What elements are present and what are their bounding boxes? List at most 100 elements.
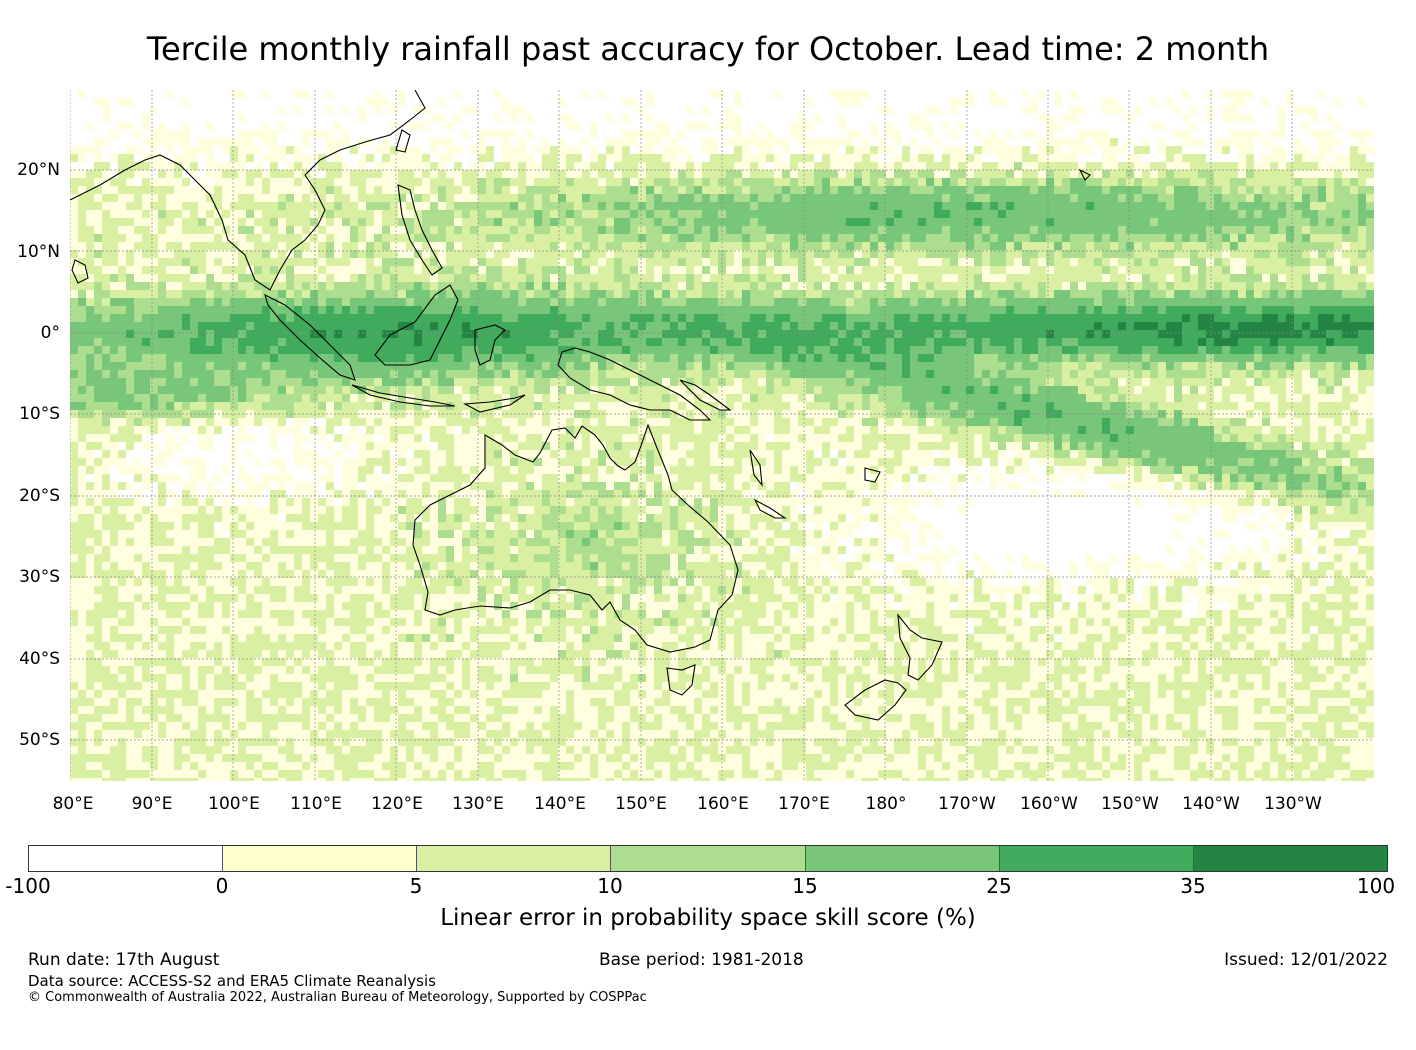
- skill-cell: [446, 234, 454, 242]
- skill-cell: [190, 258, 198, 266]
- skill-cell: [638, 98, 646, 106]
- skill-cell: [654, 114, 662, 122]
- skill-cell: [862, 346, 870, 354]
- skill-cell: [910, 354, 918, 362]
- skill-cell: [1158, 258, 1166, 266]
- skill-cell: [998, 306, 1006, 314]
- skill-cell: [734, 194, 742, 202]
- skill-cell: [1006, 274, 1014, 282]
- skill-cell: [558, 298, 566, 306]
- skill-cell: [166, 322, 174, 330]
- skill-cell: [1134, 138, 1142, 146]
- skill-cell: [590, 106, 598, 114]
- skill-cell: [894, 250, 902, 258]
- skill-cell: [838, 354, 846, 362]
- skill-cell: [270, 330, 278, 338]
- skill-cell: [278, 290, 286, 298]
- skill-cell: [758, 90, 766, 98]
- skill-cell: [470, 266, 478, 274]
- skill-cell: [926, 210, 934, 218]
- skill-cell: [350, 146, 358, 154]
- skill-cell: [574, 90, 582, 98]
- skill-cell: [342, 378, 350, 386]
- skill-cell: [494, 338, 502, 346]
- skill-cell: [638, 138, 646, 146]
- skill-cell: [1110, 282, 1118, 290]
- skill-cell: [1022, 282, 1030, 290]
- skill-cell: [438, 194, 446, 202]
- skill-cell: [1214, 274, 1222, 282]
- skill-cell: [198, 298, 206, 306]
- skill-cell: [534, 290, 542, 298]
- skill-cell: [310, 122, 318, 130]
- skill-cell: [1238, 178, 1246, 186]
- skill-cell: [630, 338, 638, 346]
- skill-cell: [822, 274, 830, 282]
- skill-cell: [894, 218, 902, 226]
- skill-cell: [878, 98, 886, 106]
- skill-cell: [1310, 242, 1318, 250]
- skill-cell: [942, 130, 950, 138]
- skill-cell: [1246, 322, 1254, 330]
- skill-cell: [526, 122, 534, 130]
- skill-cell: [302, 210, 310, 218]
- skill-cell: [398, 298, 406, 306]
- skill-cell: [534, 90, 542, 98]
- skill-cell: [1230, 226, 1238, 234]
- skill-cell: [398, 106, 406, 114]
- skill-cell: [134, 98, 142, 106]
- skill-cell: [1206, 250, 1214, 258]
- skill-cell: [654, 242, 662, 250]
- skill-cell: [566, 138, 574, 146]
- skill-cell: [1238, 282, 1246, 290]
- skill-cell: [654, 218, 662, 226]
- skill-cell: [846, 322, 854, 330]
- skill-cell: [886, 298, 894, 306]
- skill-cell: [950, 282, 958, 290]
- skill-cell: [246, 170, 254, 178]
- skill-cell: [86, 266, 94, 274]
- skill-cell: [1102, 178, 1110, 186]
- skill-cell: [262, 106, 270, 114]
- skill-cell: [990, 330, 998, 338]
- skill-cell: [246, 298, 254, 306]
- skill-cell: [1294, 346, 1302, 354]
- skill-cell: [550, 210, 558, 218]
- skill-cell: [974, 106, 982, 114]
- skill-cell: [814, 122, 822, 130]
- skill-cell: [262, 354, 270, 362]
- skill-cell: [822, 362, 830, 370]
- skill-cell: [1126, 146, 1134, 154]
- skill-cell: [1206, 354, 1214, 362]
- skill-cell: [486, 378, 494, 386]
- skill-cell: [1166, 298, 1174, 306]
- skill-cell: [1214, 210, 1222, 218]
- skill-cell: [1158, 226, 1166, 234]
- skill-cell: [286, 314, 294, 322]
- skill-cell: [782, 178, 790, 186]
- skill-cell: [494, 354, 502, 362]
- skill-cell: [86, 170, 94, 178]
- skill-cell: [590, 90, 598, 98]
- skill-cell: [854, 330, 862, 338]
- skill-cell: [766, 98, 774, 106]
- skill-cell: [558, 274, 566, 282]
- skill-cell: [1006, 202, 1014, 210]
- skill-cell: [366, 290, 374, 298]
- skill-cell: [78, 282, 86, 290]
- skill-cell: [174, 250, 182, 258]
- skill-cell: [470, 338, 478, 346]
- skill-cell: [1078, 266, 1086, 274]
- skill-cell: [1270, 202, 1278, 210]
- skill-cell: [606, 298, 614, 306]
- skill-cell: [102, 314, 110, 322]
- skill-cell: [134, 354, 142, 362]
- skill-cell: [758, 170, 766, 178]
- skill-cell: [646, 370, 654, 378]
- skill-cell: [462, 146, 470, 154]
- skill-cell: [358, 314, 366, 322]
- skill-cell: [950, 202, 958, 210]
- skill-cell: [822, 258, 830, 266]
- skill-cell: [494, 306, 502, 314]
- skill-cell: [478, 290, 486, 298]
